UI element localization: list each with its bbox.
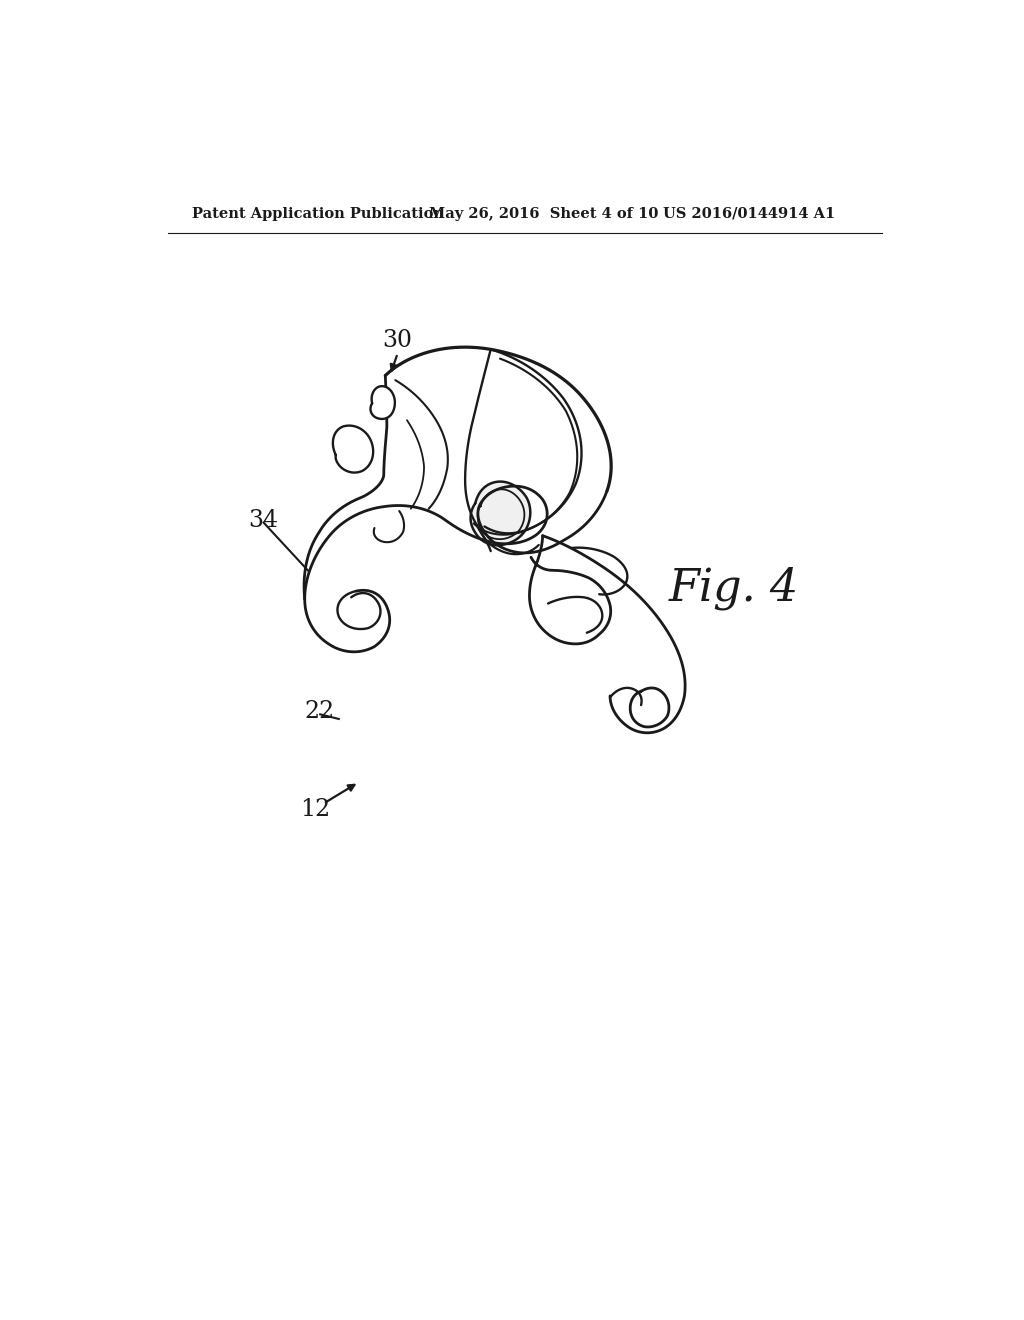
Polygon shape: [304, 347, 611, 652]
Polygon shape: [333, 425, 373, 473]
Text: 34: 34: [248, 508, 279, 532]
Text: 12: 12: [300, 797, 331, 821]
Text: 30: 30: [383, 330, 413, 352]
Text: Patent Application Publication: Patent Application Publication: [191, 207, 443, 220]
Polygon shape: [529, 536, 685, 733]
Polygon shape: [473, 350, 582, 539]
Polygon shape: [471, 482, 530, 545]
Text: Fig. 4: Fig. 4: [669, 566, 799, 610]
Polygon shape: [371, 387, 395, 418]
Text: US 2016/0144914 A1: US 2016/0144914 A1: [663, 207, 835, 220]
Text: 22: 22: [305, 700, 335, 723]
Text: May 26, 2016  Sheet 4 of 10: May 26, 2016 Sheet 4 of 10: [429, 207, 658, 220]
